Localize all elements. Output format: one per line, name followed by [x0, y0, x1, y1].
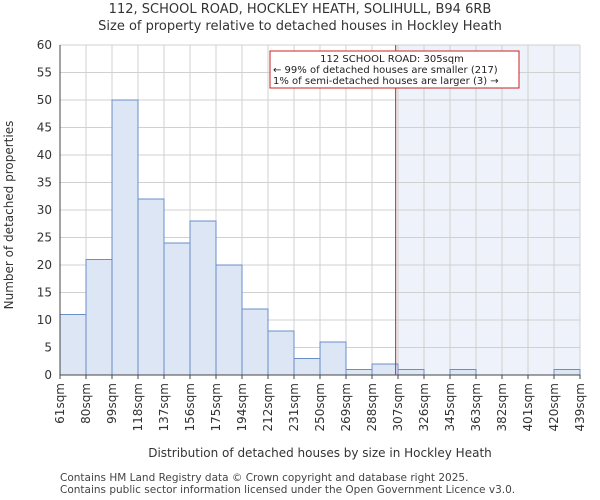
y-tick-label: 40 [37, 148, 52, 162]
x-tick-label: 61sqm [53, 383, 67, 424]
annotation-line-1: 112 SCHOOL ROAD: 305sqm [320, 54, 464, 65]
x-tick-label: 307sqm [391, 383, 405, 431]
x-tick-label: 99sqm [105, 383, 119, 424]
annotation-box [269, 50, 520, 89]
x-tick-label: 326sqm [417, 383, 431, 431]
histogram-bar [111, 99, 139, 376]
x-tick-label: 382sqm [495, 383, 509, 431]
x-tick-label: 156sqm [183, 383, 197, 431]
histogram-bar [371, 363, 399, 376]
x-axis-label: Distribution of detached houses by size … [148, 446, 492, 460]
histogram-bar [345, 369, 373, 376]
histogram-bar [293, 358, 321, 376]
y-tick-label: 55 [37, 66, 52, 80]
x-tick-label: 118sqm [131, 383, 145, 431]
x-tick-label: 401sqm [521, 383, 535, 431]
y-tick-label: 45 [37, 121, 52, 135]
histogram-bar [267, 330, 295, 376]
y-tick-label: 25 [37, 231, 52, 245]
annotation-line-3: 1% of semi-detached houses are larger (3… [273, 76, 499, 87]
y-tick-label: 0 [44, 368, 52, 382]
y-tick-label: 10 [37, 313, 52, 327]
annotation-line-2: ← 99% of detached houses are smaller (21… [273, 65, 498, 76]
y-tick-label: 50 [37, 93, 52, 107]
y-tick-label: 60 [37, 38, 52, 52]
histogram-bar [215, 264, 243, 376]
histogram-bar [59, 314, 87, 376]
x-tick-label: 212sqm [261, 383, 275, 431]
footer-copyright: Contains HM Land Registry data © Crown c… [60, 472, 469, 484]
x-tick-label: 80sqm [79, 383, 93, 424]
histogram-bar [553, 369, 581, 376]
x-tick-label: 231sqm [287, 383, 301, 431]
y-axis-label: Number of detached properties [2, 121, 16, 310]
x-tick-label: 194sqm [235, 383, 249, 431]
x-tick-label: 420sqm [547, 383, 561, 431]
histogram-bar [397, 369, 425, 376]
x-tick-label: 345sqm [443, 383, 457, 431]
x-tick-label: 288sqm [365, 383, 379, 431]
x-tick-label: 269sqm [339, 383, 353, 431]
histogram-bar [241, 308, 269, 376]
histogram-bar [163, 242, 191, 376]
x-tick-label: 363sqm [469, 383, 483, 431]
histogram-bar [85, 259, 113, 376]
y-tick-label: 30 [37, 203, 52, 217]
histogram-bar [319, 341, 347, 376]
y-tick-label: 15 [37, 286, 52, 300]
histogram-bar [449, 369, 477, 376]
chart-subtitle: Size of property relative to detached ho… [98, 19, 502, 34]
chart-title: 112, SCHOOL ROAD, HOCKLEY HEATH, SOLIHUL… [108, 2, 492, 17]
x-tick-label: 250sqm [313, 383, 327, 431]
footer-licence: Contains public sector information licen… [60, 484, 516, 496]
y-tick-label: 35 [37, 176, 52, 190]
histogram-bar [137, 198, 165, 376]
x-tick-label: 439sqm [573, 383, 587, 431]
y-tick-label: 20 [37, 258, 52, 272]
histogram-bar [189, 220, 217, 376]
x-tick-label: 137sqm [157, 383, 171, 431]
y-tick-label: 5 [44, 341, 52, 355]
x-tick-label: 175sqm [209, 383, 223, 431]
